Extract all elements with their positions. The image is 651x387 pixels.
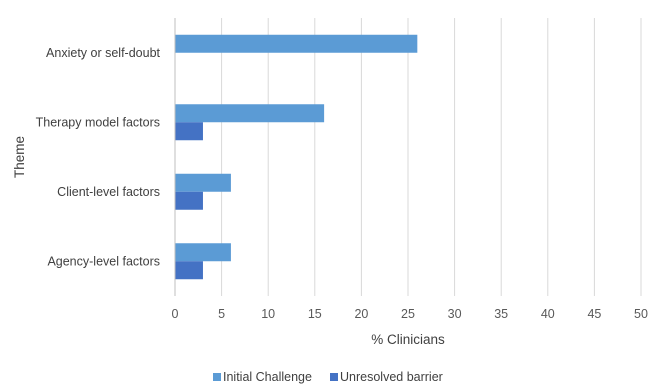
legend-label: Initial Challenge [223,370,312,384]
legend-label: Unresolved barrier [340,370,443,384]
gridlines [221,18,642,296]
legend-swatch [330,373,338,381]
x-tick-label: 10 [261,307,275,321]
bars [175,34,418,280]
x-tick-label: 45 [587,307,601,321]
x-tick-label: 50 [634,307,648,321]
legend-swatch [213,373,221,381]
legend: Initial Challenge Unresolved barrier [213,370,443,384]
x-tick-label: 25 [401,307,415,321]
category-label: Anxiety or self-doubt [46,46,160,60]
category-label: Agency-level factors [47,254,160,268]
category-label: Client-level factors [57,185,160,199]
bar-unresolved-barrier-2 [175,122,203,141]
x-tick-label: 20 [354,307,368,321]
bar-initial-challenge-3 [175,173,231,192]
category-label: Therapy model factors [36,115,160,129]
x-tick-label: 30 [448,307,462,321]
bar-unresolved-barrier-3 [175,191,203,210]
x-tick-label: 0 [172,307,179,321]
x-tick-label: 5 [218,307,225,321]
x-tick-label: 40 [541,307,555,321]
bar-initial-challenge-1 [175,34,418,53]
x-tick-label: 35 [494,307,508,321]
y-axis-title: Theme [12,136,27,178]
bar-initial-challenge-4 [175,243,231,262]
category-labels: Anxiety or self-doubt Therapy model facto… [36,46,161,269]
x-tick-labels: 0 5 10 15 20 25 30 35 40 45 50 [172,307,648,321]
bar-initial-challenge-2 [175,104,325,123]
x-tick-label: 15 [308,307,322,321]
x-axis-title: % Clinicians [371,332,445,347]
bar-unresolved-barrier-4 [175,261,203,280]
